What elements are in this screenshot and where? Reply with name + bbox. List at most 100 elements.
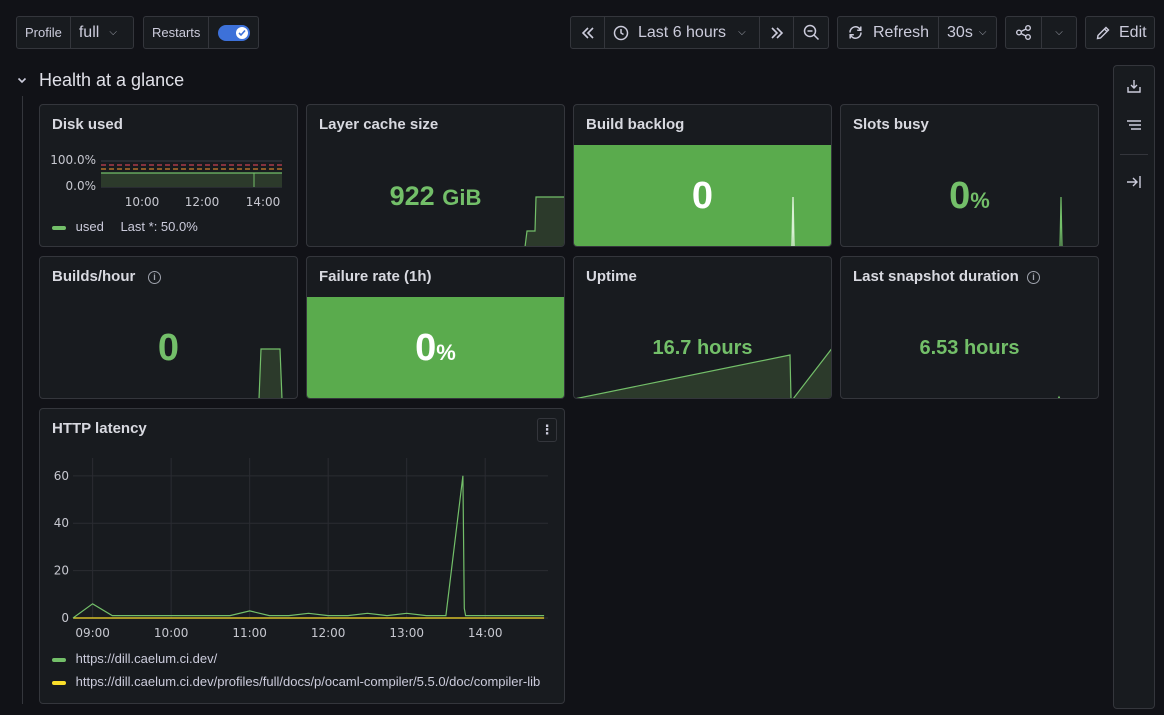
x-tick-label: 12:00 — [185, 195, 220, 209]
pencil-icon — [1096, 26, 1110, 39]
sparkline — [258, 348, 283, 398]
panel-title: Uptime — [586, 268, 637, 285]
stat-background — [307, 297, 564, 398]
panel-title: Builds/hour — [52, 268, 136, 285]
stat-value: 0% — [841, 175, 1098, 218]
sparkline — [524, 196, 564, 246]
sparkline — [791, 196, 795, 246]
disk-used-chart: 100.0% 0.0% 10:00 12:00 14:00 — [50, 153, 282, 209]
share-menu-button[interactable]: ⌵ — [1042, 17, 1076, 48]
x-tick-label: 13:00 — [389, 626, 424, 640]
panel-last-snapshot-duration[interactable]: Last snapshot duration i 6.53 hours — [840, 256, 1099, 399]
panel-title: Failure rate (1h) — [319, 268, 432, 285]
panel-menu-button[interactable]: ⋮ — [537, 418, 557, 442]
restarts-variable: Restarts — [143, 16, 259, 49]
time-range-button[interactable]: Last 6 hours ⌵ — [605, 17, 760, 48]
import-icon — [1127, 80, 1141, 93]
panel-title: Disk used — [52, 116, 123, 133]
legend-label: https://dill.caelum.ci.dev/ — [75, 651, 218, 666]
sync-icon — [849, 26, 862, 39]
stat-unit: % — [436, 340, 456, 365]
chevron-down-icon: ⌵ — [109, 27, 117, 38]
chevron-down-icon: ⌵ — [738, 27, 746, 38]
stat-value: 0 — [691, 175, 714, 217]
legend-swatch — [52, 225, 66, 230]
stat-unit: % — [970, 188, 990, 213]
edit-group: Edit — [1085, 16, 1155, 49]
edit-button[interactable]: Edit — [1086, 17, 1156, 48]
x-tick-label: 10:00 — [154, 626, 189, 640]
legend: https://dill.caelum.ci.dev/ https://dill… — [52, 651, 558, 697]
profile-select[interactable]: full ⌵ — [71, 17, 133, 48]
sparkline — [1057, 395, 1061, 398]
legend-label: used — [75, 219, 104, 234]
more-vertical-icon: ⋮ — [540, 422, 554, 437]
row-title[interactable]: Health at a glance — [39, 70, 185, 90]
panel-builds-hour[interactable]: Builds/hour i 0 — [39, 256, 298, 399]
stat-unit: GiB — [442, 185, 482, 210]
zoom-out-icon — [803, 24, 819, 41]
restarts-label: Restarts — [144, 17, 210, 48]
panel-failure-rate[interactable]: Failure rate (1h) 0% — [306, 256, 565, 399]
chevron-down-icon: ⌵ — [1055, 27, 1063, 38]
panel-disk-used[interactable]: Disk used 100.0% 0.0% 10:00 12:00 14:00 … — [39, 104, 298, 247]
panel-title: Last snapshot duration — [853, 268, 1019, 285]
stat-value: 922 GiB — [307, 181, 564, 212]
time-forward-button[interactable] — [760, 17, 794, 48]
divider — [1120, 154, 1148, 155]
time-back-button[interactable] — [571, 17, 605, 48]
clock-icon — [613, 25, 629, 40]
row-guide-line — [22, 96, 23, 704]
x-tick-label: 10:00 — [125, 195, 160, 209]
restarts-toggle[interactable] — [209, 17, 258, 48]
share-button[interactable] — [1006, 17, 1042, 48]
chevron-down-icon: ⌵ — [978, 27, 987, 38]
used-area — [101, 173, 282, 187]
panel-uptime[interactable]: Uptime 16.7 hours — [573, 256, 832, 399]
series-line — [72, 475, 545, 619]
chevrons-right-icon — [770, 26, 783, 39]
x-tick-label: 12:00 — [311, 626, 346, 640]
legend-item[interactable]: https://dill.caelum.ci.dev/ — [52, 651, 558, 674]
stat-value: 16.7 hours — [652, 337, 753, 359]
profile-label: Profile — [17, 17, 71, 48]
legend-last-value: Last *: 50.0% — [120, 219, 198, 234]
legend-swatch — [52, 680, 66, 685]
refresh-button[interactable]: Refresh — [838, 17, 940, 48]
refresh-interval-select[interactable]: 30s ⌵ — [939, 17, 996, 48]
y-tick-label: 40 — [54, 516, 69, 530]
y-tick-label: 100.0% — [50, 153, 96, 167]
stat-value: 0 — [157, 327, 180, 369]
row-collapse-toggle[interactable] — [15, 73, 29, 92]
check-icon — [235, 26, 248, 39]
latency-chart: 0 20 40 60 09:00 10:00 11:00 12:00 13:00 14:00 — [54, 458, 548, 640]
toggle-switch[interactable] — [217, 24, 250, 41]
x-tick-label: 11:00 — [232, 626, 267, 640]
info-icon[interactable]: i — [148, 271, 161, 284]
stat-number: 0 — [949, 175, 971, 217]
profile-value: full — [78, 23, 100, 41]
import-button[interactable] — [1126, 78, 1142, 99]
legend-item[interactable]: used Last *: 50.0% — [52, 219, 198, 234]
zoom-out-button[interactable] — [794, 17, 828, 48]
sparkline — [575, 348, 831, 398]
share-icon — [1016, 25, 1031, 40]
collapse-sidebar-button[interactable] — [1126, 174, 1142, 195]
stat-background — [574, 145, 831, 246]
time-picker: Last 6 hours ⌵ — [570, 16, 829, 49]
refresh-picker: Refresh 30s ⌵ — [837, 16, 997, 49]
outline-button[interactable] — [1126, 117, 1142, 138]
sparkline — [1059, 196, 1063, 246]
panel-build-backlog[interactable]: Build backlog 0 — [573, 104, 832, 247]
panel-slots-busy[interactable]: Slots busy 0% — [840, 104, 1099, 247]
legend-item[interactable]: https://dill.caelum.ci.dev/profiles/full… — [52, 674, 558, 697]
stat-value: 0% — [307, 327, 564, 370]
info-icon[interactable]: i — [1027, 271, 1040, 284]
x-tick-label: 09:00 — [75, 626, 110, 640]
list-icon — [1127, 120, 1141, 130]
panel-layer-cache-size[interactable]: Layer cache size 922 GiB — [306, 104, 565, 247]
panel-http-latency[interactable]: HTTP latency ⋮ 0 20 40 60 09:00 10:00 11:00 12:… — [39, 408, 565, 704]
right-sidebar — [1113, 65, 1155, 709]
y-tick-label: 60 — [54, 469, 69, 483]
x-tick-label: 14:00 — [468, 626, 503, 640]
